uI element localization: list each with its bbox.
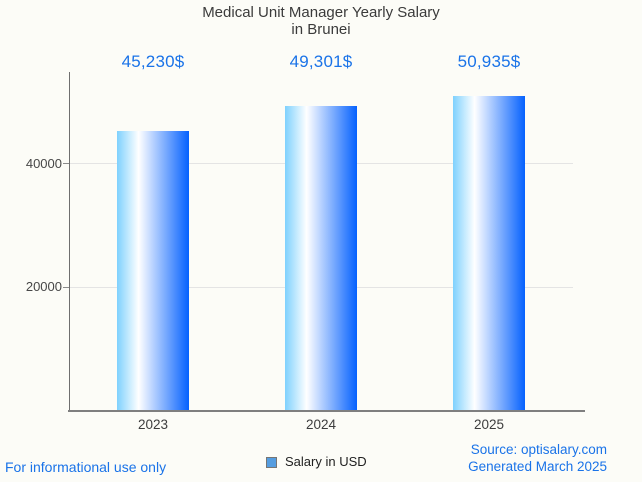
source-info: Source: optisalary.com Generated March 2… bbox=[468, 441, 607, 475]
disclaimer-text: For informational use only bbox=[5, 459, 167, 475]
x-tick-label-2025: 2025 bbox=[473, 417, 505, 432]
y-axis-tick bbox=[63, 163, 69, 165]
bar-2023[interactable] bbox=[117, 131, 189, 411]
chart-title-line1: Medical Unit Manager Yearly Salary bbox=[202, 4, 440, 21]
generated-date: Generated March 2025 bbox=[468, 459, 607, 474]
bar-2025[interactable] bbox=[453, 95, 525, 411]
value-label-2023: 45,230$ bbox=[121, 52, 185, 71]
y-axis-line bbox=[69, 72, 70, 411]
y-axis-tick bbox=[63, 286, 69, 288]
x-tick-label-2023: 2023 bbox=[137, 417, 169, 432]
x-axis-line bbox=[68, 410, 585, 412]
value-label-2025: 50,935$ bbox=[457, 52, 521, 71]
legend-label: Salary in USD bbox=[285, 454, 367, 469]
y-tick-label: 20000 bbox=[25, 279, 62, 295]
source-link[interactable]: Source: optisalary.com bbox=[470, 442, 607, 457]
x-tick-label-2024: 2024 bbox=[305, 417, 337, 432]
value-label-2024: 49,301$ bbox=[289, 52, 353, 71]
chart-title-line2: in Brunei bbox=[291, 21, 351, 38]
chart-title: Medical Unit Manager Yearly Salary in Br… bbox=[0, 4, 642, 38]
bar-2024[interactable] bbox=[285, 106, 357, 411]
legend: Salary in USD bbox=[266, 454, 367, 469]
legend-marker-icon bbox=[266, 457, 277, 468]
y-tick-label: 40000 bbox=[25, 155, 62, 171]
